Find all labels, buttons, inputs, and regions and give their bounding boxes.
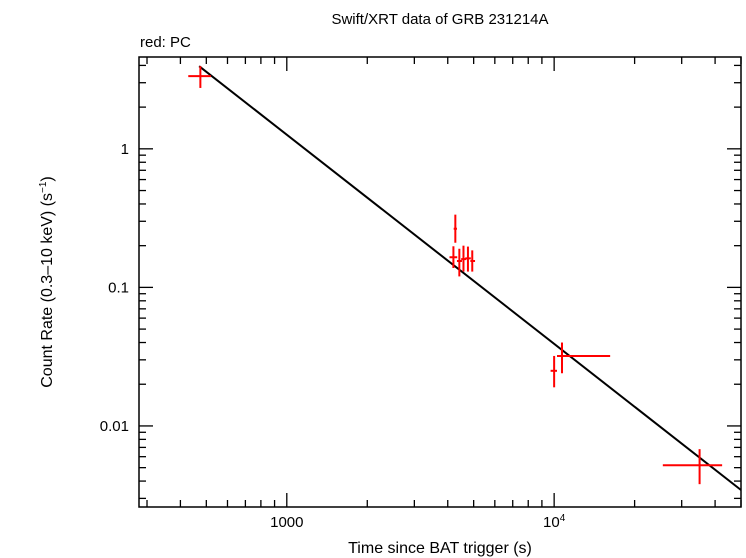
x-tick-label: 1000 [270, 514, 303, 531]
data-point [465, 246, 471, 272]
x-tick-label-base: 1000 [270, 514, 303, 531]
y-tick-label: 0.01 [100, 418, 129, 435]
data-point [550, 355, 558, 388]
x-tick-label: 104 [543, 513, 566, 531]
chart-subtitle: red: PC [140, 34, 191, 51]
y-axis-label-main: Count Rate (0.3–10 keV) (s [39, 193, 56, 388]
data-point [449, 246, 458, 269]
x-tick-label-base: 10 [543, 514, 560, 531]
model-line [198, 65, 742, 491]
data-point [188, 66, 211, 88]
data-point [470, 250, 476, 272]
data-point [662, 449, 723, 485]
plot-frame [138, 56, 742, 508]
y-axis-label: Count Rate (0.3–10 keV) (s−1) [38, 176, 56, 388]
y-axis-label-close: ) [39, 176, 56, 181]
x-axis-label: Time since BAT trigger (s) [348, 540, 532, 557]
x-tick-label-exponent: 4 [560, 513, 566, 524]
y-axis-label-sup: −1 [38, 181, 49, 193]
y-tick-label: 0.1 [108, 279, 129, 296]
data-point [456, 248, 462, 277]
y-tick-label: 1 [121, 141, 129, 158]
model-line-group [198, 65, 742, 491]
data-point [557, 342, 611, 374]
axis-ticks [139, 57, 742, 507]
data-point [453, 214, 457, 243]
axis-tick-labels: 1000 104 1 0.1 0.01 [100, 141, 566, 531]
chart-title: Swift/XRT data of GRB 231214A [331, 11, 548, 28]
data-points [188, 66, 723, 485]
